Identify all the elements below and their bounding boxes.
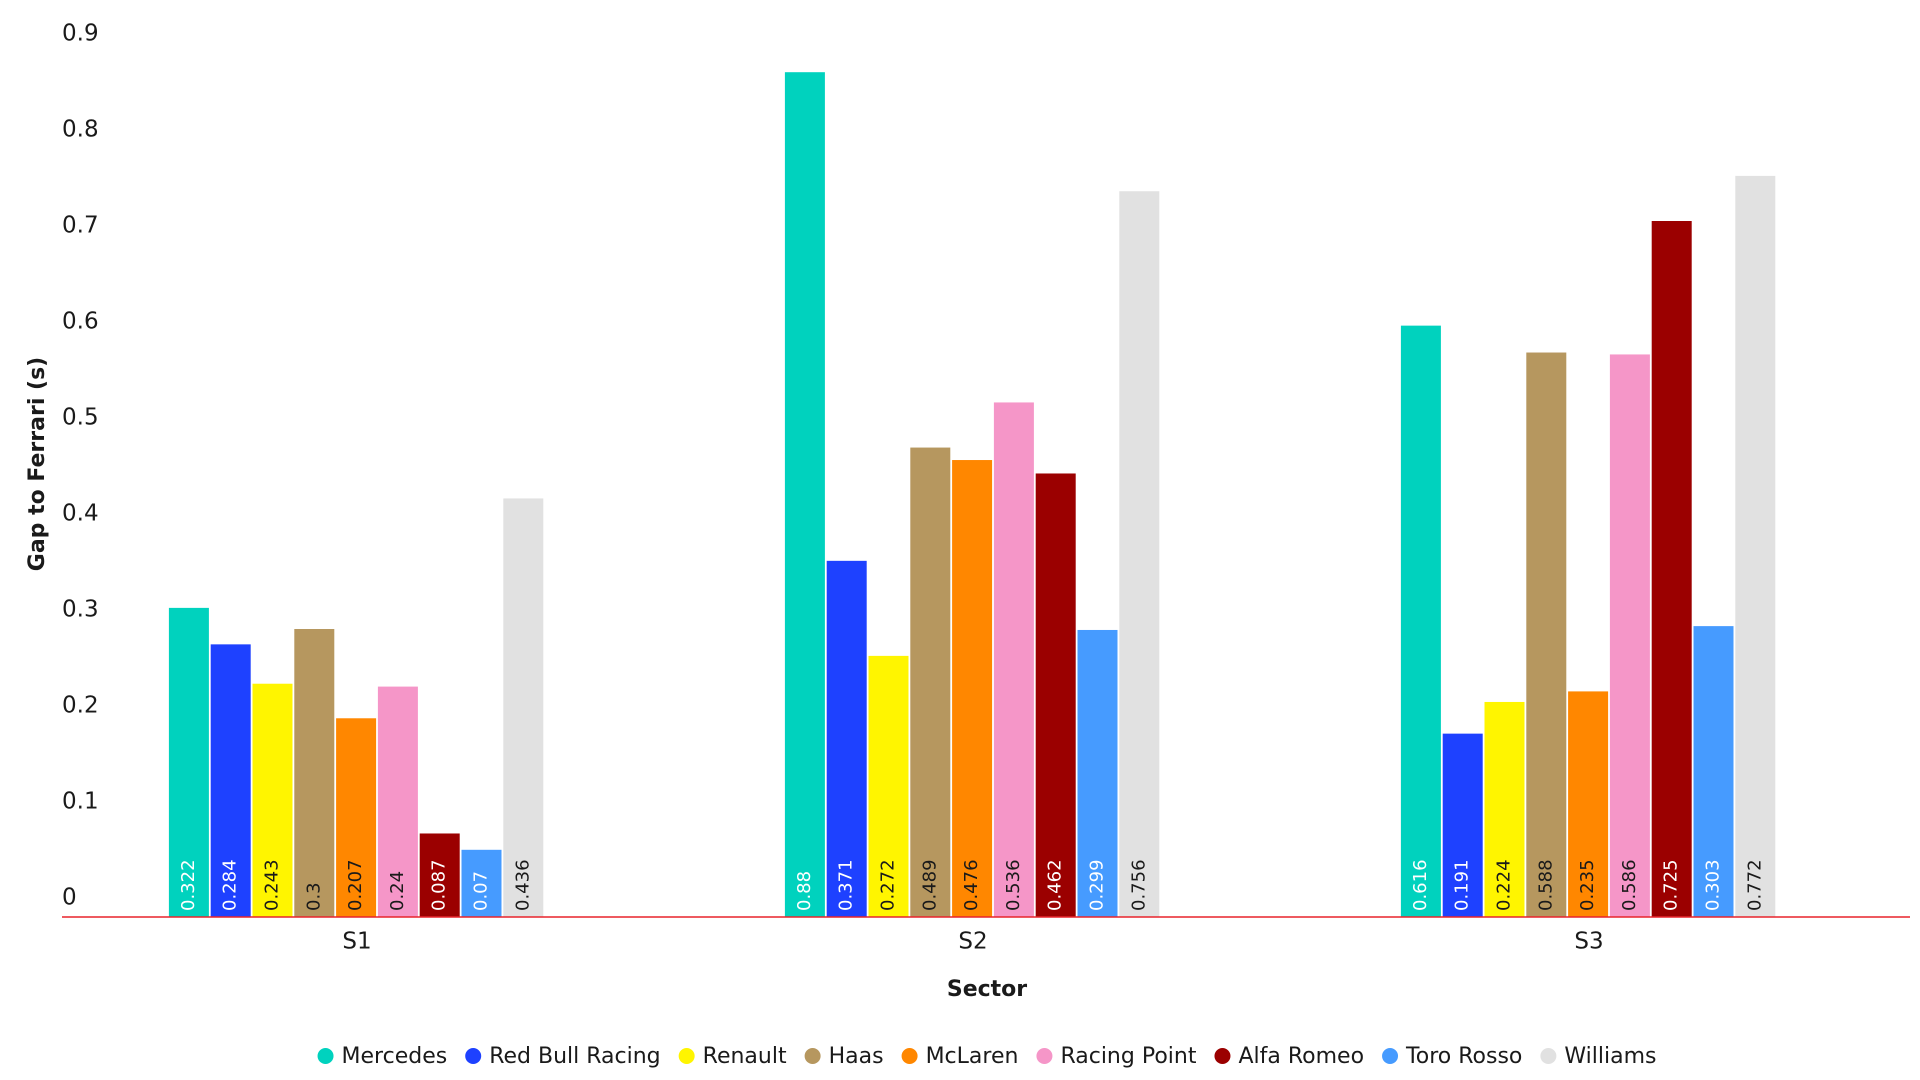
y-tick-label: 0.8 xyxy=(62,117,99,143)
value-label: 0.24 xyxy=(387,871,408,911)
bar xyxy=(419,833,460,917)
bar xyxy=(1400,325,1441,917)
value-label: 0.536 xyxy=(1003,859,1024,911)
value-label: 0.462 xyxy=(1045,859,1066,911)
bar xyxy=(1484,701,1525,917)
y-tick-label: 0.6 xyxy=(62,309,99,335)
legend-label: Haas xyxy=(829,1044,884,1069)
bar xyxy=(910,447,951,917)
value-label: 0.284 xyxy=(220,859,241,911)
value-label: 0.299 xyxy=(1087,859,1108,911)
bar xyxy=(210,644,251,917)
legend-label: Williams xyxy=(1564,1044,1656,1069)
y-tick-label: 0.7 xyxy=(62,213,99,239)
bar xyxy=(503,498,544,917)
value-label: 0.489 xyxy=(919,859,940,911)
bar xyxy=(1651,221,1692,917)
bar xyxy=(294,629,335,917)
bar xyxy=(1693,626,1734,917)
x-axis-title: Sector xyxy=(947,977,1027,1002)
bar xyxy=(784,72,825,917)
y-tick-label: 0.4 xyxy=(62,501,99,527)
legend-marker xyxy=(1540,1048,1557,1064)
value-label: 0.772 xyxy=(1744,859,1765,911)
y-tick-label: 0.2 xyxy=(62,693,99,719)
x-tick-label: S3 xyxy=(1574,929,1603,955)
bar xyxy=(1609,354,1650,917)
x-tick-label: S1 xyxy=(342,929,371,955)
legend-label: Renault xyxy=(703,1044,787,1069)
legend-label: Mercedes xyxy=(342,1044,448,1069)
legend-marker xyxy=(804,1048,821,1064)
legend-label: Alfa Romeo xyxy=(1238,1044,1364,1069)
bar xyxy=(168,607,209,917)
bar xyxy=(1077,629,1118,917)
bar xyxy=(1035,473,1076,917)
value-label: 0.243 xyxy=(262,859,283,911)
legend-label: Red Bull Racing xyxy=(489,1044,660,1069)
value-label: 0.88 xyxy=(794,871,815,911)
bar xyxy=(461,849,502,917)
x-tick-label: S2 xyxy=(958,929,987,955)
legend-marker xyxy=(678,1048,695,1064)
bar xyxy=(1442,733,1483,917)
y-tick-label: 0.5 xyxy=(62,405,99,431)
value-label: 0.224 xyxy=(1494,859,1515,911)
legend-label: Toro Rosso xyxy=(1405,1044,1522,1069)
value-label: 0.725 xyxy=(1661,859,1682,911)
legend-marker xyxy=(465,1048,482,1064)
bar xyxy=(993,402,1034,917)
bar xyxy=(1568,691,1609,917)
value-label: 0.586 xyxy=(1619,859,1640,911)
value-label: 0.756 xyxy=(1128,859,1149,911)
value-label: 0.436 xyxy=(512,859,533,911)
value-label: 0.616 xyxy=(1410,859,1431,911)
legend-marker xyxy=(1036,1048,1053,1064)
y-tick-label: 0.3 xyxy=(62,597,99,623)
legend-marker xyxy=(1214,1048,1231,1064)
bar xyxy=(1119,191,1160,918)
value-label: 0.272 xyxy=(878,859,899,911)
bar xyxy=(336,718,377,917)
legend-marker xyxy=(901,1048,918,1064)
y-tick-label: 0 xyxy=(62,885,77,911)
legend-marker xyxy=(317,1048,334,1064)
y-axis-title: Gap to Ferrari (s) xyxy=(25,357,50,571)
bar xyxy=(952,460,993,917)
bar xyxy=(252,683,293,917)
legend-label: McLaren xyxy=(926,1044,1019,1069)
value-label: 0.303 xyxy=(1703,859,1724,911)
legend-label: Racing Point xyxy=(1060,1044,1196,1069)
bar xyxy=(826,560,867,917)
bar xyxy=(1735,175,1776,917)
y-tick-label: 0.9 xyxy=(62,21,99,47)
value-label: 0.3 xyxy=(303,882,324,911)
value-label: 0.235 xyxy=(1577,859,1598,911)
value-label: 0.588 xyxy=(1535,859,1556,911)
bar xyxy=(377,686,418,917)
value-label: 0.207 xyxy=(345,859,366,911)
y-tick-label: 0.1 xyxy=(62,789,99,815)
value-label: 0.07 xyxy=(471,871,492,911)
value-label: 0.371 xyxy=(836,859,857,911)
bar xyxy=(868,655,909,917)
value-label: 0.322 xyxy=(178,859,199,911)
legend: Mercedes Red Bull Racing Renault Haas McLare… xyxy=(317,1044,1656,1069)
legend-marker xyxy=(1382,1048,1399,1064)
value-label: 0.476 xyxy=(961,859,982,911)
value-label: 0.087 xyxy=(429,859,450,911)
value-label: 0.191 xyxy=(1452,859,1473,911)
bar xyxy=(1526,352,1567,917)
